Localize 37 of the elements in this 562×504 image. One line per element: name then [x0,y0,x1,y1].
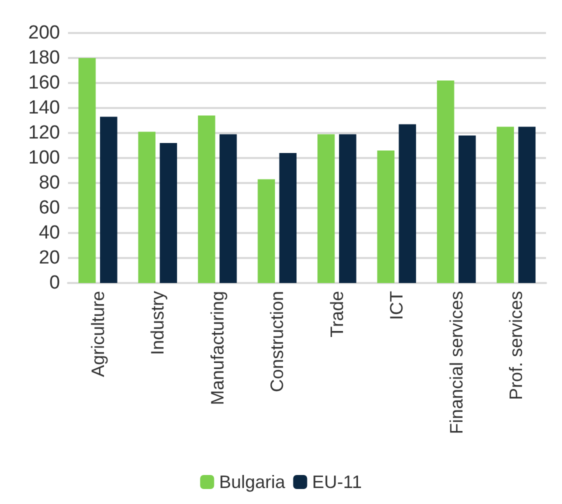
y-tick-label: 60 [38,198,60,218]
legend-label: Bulgaria [219,472,286,492]
y-tick-label: 180 [28,48,60,68]
x-tick-label: Financial services [446,291,466,434]
x-tick-label: Construction [267,291,288,392]
y-tick-label: 40 [38,222,60,244]
x-tick-label: ICT [386,291,407,320]
bar [220,134,237,283]
bar [398,124,416,283]
bar [258,179,275,283]
x-tick-label: Industry [148,291,168,356]
x-tick-label: Trade [326,291,347,338]
bar [496,126,514,283]
x-tick-label: Prof. services [506,291,526,400]
y-tick-label: 100 [28,148,60,168]
y-tick-label: 80 [38,172,60,194]
bar [100,116,118,283]
bar [160,143,178,283]
bar [436,80,454,283]
x-tick-label: Manufacturing [207,291,228,406]
legend-label: EU-11 [312,472,362,492]
bar [518,126,536,283]
y-tick-label: 160 [28,72,60,94]
bar [317,134,335,283]
bar [78,58,96,283]
y-tick-label: 20 [38,248,60,268]
y-tick-label: 140 [28,98,60,118]
bar [377,150,394,283]
bar [198,116,216,283]
x-tick-label: Agriculture [88,291,108,378]
bar [279,153,297,283]
bar [339,134,356,283]
bar [458,136,476,283]
y-tick-label: 200 [28,22,60,44]
bar [138,132,156,283]
y-tick-label: 0 [49,272,60,294]
y-tick-label: 120 [28,122,60,144]
